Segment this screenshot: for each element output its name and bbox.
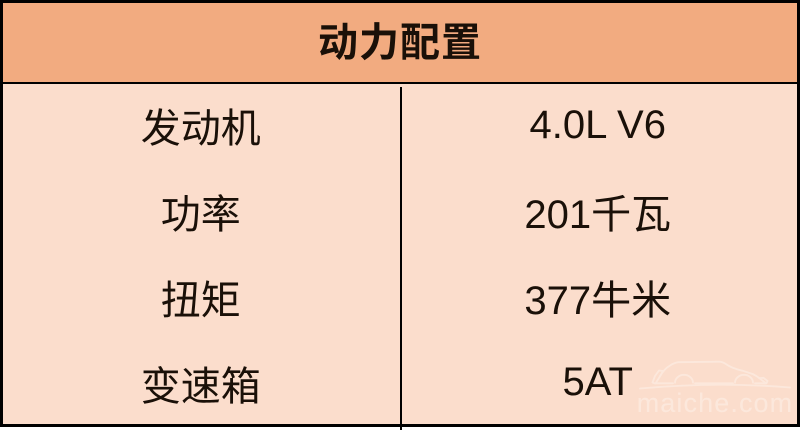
svg-text:maiche.com: maiche.com [637, 388, 794, 418]
